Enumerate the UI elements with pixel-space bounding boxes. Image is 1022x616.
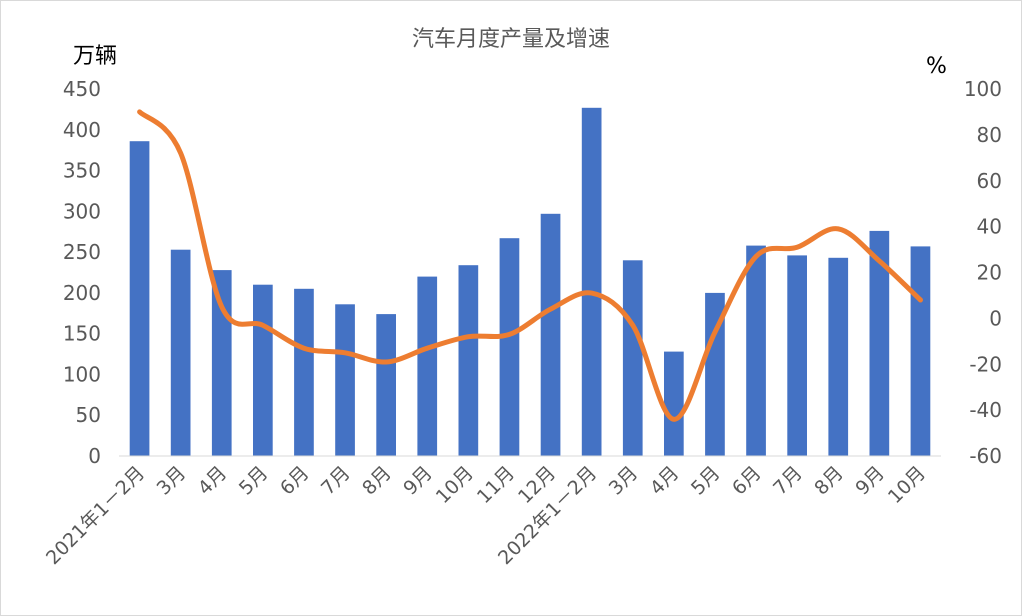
x-axis-tick-label: 4月 <box>194 462 232 500</box>
x-axis-tick-label: 7月 <box>769 462 807 500</box>
production-bar <box>211 270 232 456</box>
x-axis-tick-label: 9月 <box>399 462 437 500</box>
left-axis-ticks: 0 50 100 150 200 250 300 350 400 450 <box>63 77 101 468</box>
production-bar <box>581 107 602 457</box>
production-bar <box>705 292 725 456</box>
right-axis-tick-label: -40 <box>969 398 1002 422</box>
right-axis-tick-label: -60 <box>969 444 1002 468</box>
production-bar <box>910 246 931 456</box>
left-axis-tick-label: 100 <box>63 362 101 386</box>
bar-series <box>129 107 931 457</box>
x-axis-tick-label: 7月 <box>317 462 355 500</box>
left-axis-tick-label: 400 <box>63 118 101 142</box>
x-axis-tick-label: 9月 <box>851 462 889 500</box>
right-axis-tick-label: -20 <box>969 352 1002 376</box>
x-axis-tick-label: 8月 <box>358 462 396 500</box>
right-axis-tick-label: 60 <box>977 169 1002 193</box>
x-axis-tick-label: 6月 <box>276 462 314 500</box>
production-bar <box>417 276 438 456</box>
x-axis-tick-label: 3月 <box>605 462 643 500</box>
right-axis-tick-label: 0 <box>989 306 1002 330</box>
x-axis-tick-label: 4月 <box>646 462 684 500</box>
production-bar <box>869 230 890 456</box>
right-axis-tick-label: 100 <box>964 77 1002 101</box>
x-axis-ticks: 2021年1－2月 3月 4月 5月 6月 7月 8月 9月10月11月12月2022年1－2… <box>42 462 930 569</box>
x-axis-tick-label: 2021年1－2月 <box>42 462 149 569</box>
left-axis-tick-label: 300 <box>63 199 101 223</box>
production-bar <box>253 284 273 456</box>
x-axis-tick-label: 10月 <box>884 462 930 508</box>
growth-rate-line <box>137 109 923 422</box>
production-bar <box>335 304 355 456</box>
x-axis-tick-label: 3月 <box>153 462 191 500</box>
production-bar <box>129 141 150 456</box>
x-axis-tick-label: 10月 <box>432 462 478 508</box>
right-axis-ticks: -60 -40 -20 0 20 40 60 80 100 <box>964 77 1002 468</box>
left-axis-tick-label: 350 <box>63 159 101 183</box>
right-axis-tick-label: 40 <box>977 215 1002 239</box>
production-bar <box>622 260 643 456</box>
chart-title: 汽车月度产量及增速 <box>412 27 610 52</box>
left-axis-tick-label: 450 <box>63 77 101 101</box>
x-axis-tick-label: 8月 <box>810 462 848 500</box>
left-axis-tick-label: 50 <box>76 403 101 427</box>
left-axis-tick-label: 0 <box>88 444 101 468</box>
production-bar <box>787 255 807 456</box>
right-axis-unit: % <box>926 54 947 79</box>
left-axis-tick-label: 150 <box>63 322 101 346</box>
production-bar <box>294 288 314 456</box>
left-axis-tick-label: 250 <box>63 240 101 264</box>
production-bar <box>499 238 520 456</box>
right-axis-tick-label: 80 <box>977 123 1002 147</box>
production-bar <box>540 213 561 456</box>
left-axis-unit: 万辆 <box>73 44 117 69</box>
x-axis-tick-label: 11月 <box>473 462 519 508</box>
right-axis-tick-label: 20 <box>977 261 1002 285</box>
production-bar <box>170 249 191 456</box>
production-bar <box>376 314 396 456</box>
production-bar <box>746 245 766 456</box>
x-axis-tick-label: 5月 <box>235 462 273 500</box>
left-axis-tick-label: 200 <box>63 281 101 305</box>
x-axis-tick-label: 5月 <box>687 462 725 500</box>
production-bar <box>828 257 849 456</box>
x-axis-tick-label: 6月 <box>728 462 766 500</box>
production-bar <box>664 351 684 456</box>
production-bar <box>458 265 479 456</box>
